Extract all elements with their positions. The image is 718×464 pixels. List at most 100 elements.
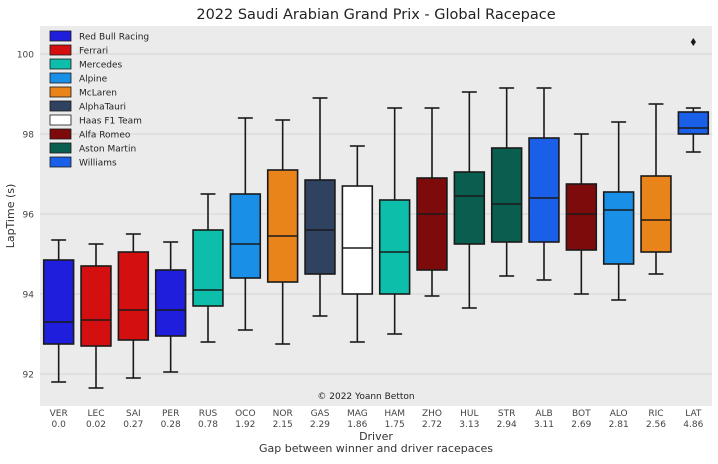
legend-label: Mercedes <box>79 61 123 71</box>
x-tick-driver: LEC <box>88 409 105 419</box>
legend: Red Bull Racing Ferrari Mercedes Alpine McLa… <box>49 30 149 169</box>
y-tick-label: 98 <box>23 131 35 141</box>
x-tick-gap: 0.28 <box>161 420 181 430</box>
y-tick-label: 92 <box>23 371 34 381</box>
box-gas <box>304 97 336 317</box>
box-mag <box>341 145 374 343</box>
box-ver <box>42 239 75 383</box>
legend-swatch <box>49 156 72 168</box>
box-iqr <box>42 259 75 345</box>
x-tick-gap: 2.15 <box>273 420 293 430</box>
x-tick-gap: 2.81 <box>609 420 629 430</box>
box-zho <box>416 107 448 297</box>
box-alo <box>602 121 635 301</box>
x-tick-driver: GAS <box>311 409 330 419</box>
box-iqr <box>378 199 411 295</box>
x-tick-driver: NOR <box>273 409 293 419</box>
x-tick-driver: BOT <box>572 409 591 419</box>
watermark: © 2022 Yoann Betton <box>317 392 414 402</box>
legend-swatch <box>49 142 72 154</box>
box-series <box>42 38 710 389</box>
x-tick-gap: 2.69 <box>571 420 591 430</box>
box-ham <box>378 107 411 335</box>
x-tick-gap: 0.0 <box>52 420 67 430</box>
x-tick-driver: PER <box>162 409 179 419</box>
y-tick-label: 96 <box>23 211 35 221</box>
legend-label: McLaren <box>79 89 117 99</box>
x-tick-gap: 3.13 <box>459 420 479 430</box>
x-tick-gap: 0.02 <box>86 420 106 430</box>
box-iqr <box>640 175 672 253</box>
legend-label: Alfa Romeo <box>79 131 131 141</box>
x-tick-driver: ZHO <box>422 409 442 419</box>
box-nor <box>266 119 299 345</box>
box-iqr <box>677 111 710 135</box>
x-tick-driver: VER <box>50 409 68 419</box>
box-iqr <box>154 269 187 337</box>
x-tick-driver: HAM <box>384 409 405 419</box>
y-axis-label: LapTime (s) <box>4 184 17 249</box>
x-tick-gap: 0.78 <box>198 420 218 430</box>
legend-label: Haas F1 Team <box>79 117 142 127</box>
x-tick-driver: ALO <box>610 409 628 419</box>
box-ric <box>640 103 672 275</box>
x-tick-driver: MAG <box>347 409 368 419</box>
legend-swatch <box>49 128 72 140</box>
box-oco <box>229 117 262 331</box>
box-lec <box>80 243 112 389</box>
box-iqr <box>528 137 560 243</box>
x-tick-gap: 2.94 <box>497 420 517 430</box>
box-sai <box>117 233 150 379</box>
box-iqr <box>490 147 523 243</box>
x-tick-gap: 3.11 <box>534 420 554 430</box>
x-tick-driver: SAI <box>126 409 141 419</box>
box-rus <box>192 193 224 343</box>
x-tick-gap: 0.27 <box>123 420 143 430</box>
x-tick-driver: OCO <box>235 409 255 419</box>
box-bot <box>565 133 598 295</box>
box-alb <box>528 87 560 281</box>
box-iqr <box>602 191 635 265</box>
x-axis-label: Driver <box>359 430 393 443</box>
box-iqr <box>229 193 262 279</box>
box-per <box>154 241 187 373</box>
x-tick-driver: ALB <box>535 409 552 419</box>
x-tick-driver: STR <box>498 409 515 419</box>
box-iqr <box>80 265 112 347</box>
x-tick-gap: 2.56 <box>646 420 666 430</box>
y-tick-label: 100 <box>17 51 34 61</box>
box-iqr <box>416 177 448 271</box>
box-lat <box>677 38 710 153</box>
box-iqr <box>453 171 486 245</box>
box-iqr <box>304 179 336 275</box>
x-tick-driver: HUL <box>460 409 478 419</box>
legend-swatch <box>49 114 72 126</box>
legend-label: AlphaTauri <box>79 103 126 113</box>
x-tick-gap: 2.72 <box>422 420 442 430</box>
box-iqr <box>192 229 224 307</box>
legend-swatch <box>49 58 72 70</box>
legend-swatch <box>49 72 72 84</box>
legend-label: Alpine <box>79 75 108 85</box>
box-hul <box>453 91 486 309</box>
legend-swatch <box>49 100 72 112</box>
box-iqr <box>565 183 598 251</box>
x-tick-gap: 4.86 <box>683 420 703 430</box>
box-iqr <box>341 185 374 295</box>
y-tick-labels: 92 94 96 98 100 <box>17 51 34 381</box>
legend-swatch <box>49 44 72 56</box>
x-tick-driver: LAT <box>685 409 702 419</box>
chart-title: 2022 Saudi Arabian Grand Prix - Global R… <box>196 7 555 23</box>
box-str <box>490 87 523 277</box>
y-tick-label: 94 <box>23 291 35 301</box>
x-tick-gap: 1.86 <box>347 420 367 430</box>
legend-label: Ferrari <box>79 47 108 57</box>
legend-label: Red Bull Racing <box>79 33 149 43</box>
legend-label: Aston Martin <box>79 145 136 155</box>
legend-label: Williams <box>79 159 117 169</box>
legend-swatch <box>49 86 72 98</box>
x-tick-driver: RUS <box>199 409 218 419</box>
